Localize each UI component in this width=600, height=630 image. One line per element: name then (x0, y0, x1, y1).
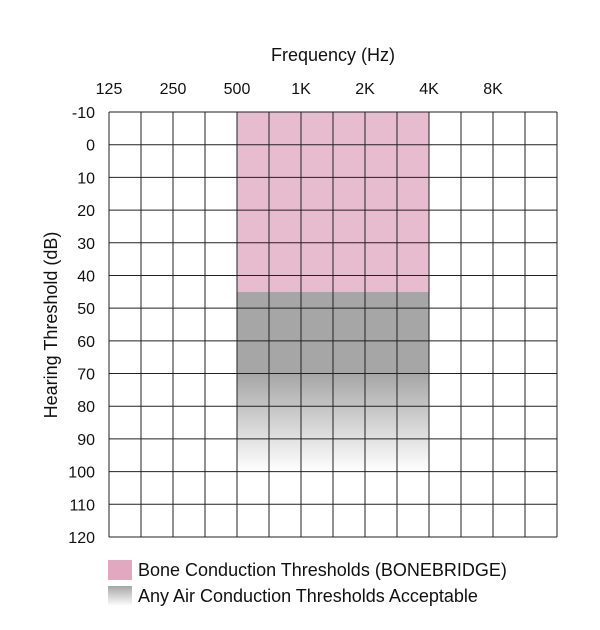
y-tick-labels: -10 0 10 20 30 40 50 60 70 80 90 100 110 120 (68, 105, 95, 547)
x-tick-label: 250 (160, 81, 187, 98)
legend-label-air-conduction: Any Air Conduction Thresholds Acceptable (138, 585, 478, 606)
x-tick-label: 1K (291, 81, 311, 98)
y-tick-label: 80 (77, 399, 95, 416)
y-tick-label: 60 (77, 334, 95, 351)
legend-swatch-air-conduction (108, 586, 132, 606)
chart-grid (108, 111, 558, 538)
legend-label-bone-conduction: Bone Conduction Thresholds (BONEBRIDGE) (138, 559, 507, 580)
legend-item-air-conduction: Any Air Conduction Thresholds Acceptable (108, 583, 507, 609)
legend: Bone Conduction Thresholds (BONEBRIDGE) … (108, 557, 507, 609)
y-tick-label: 70 (77, 367, 95, 384)
y-tick-label: 100 (68, 465, 95, 482)
y-tick-label: 40 (77, 268, 95, 285)
y-tick-label: 120 (68, 530, 95, 547)
legend-item-bone-conduction: Bone Conduction Thresholds (BONEBRIDGE) (108, 557, 507, 583)
x-tick-label: 8K (483, 81, 503, 98)
x-tick-label: 500 (224, 81, 251, 98)
y-tick-label: 20 (77, 203, 95, 220)
x-tick-label: 125 (96, 81, 123, 98)
y-tick-label: 90 (77, 432, 95, 449)
x-axis-title: Frequency (Hz) (271, 45, 395, 65)
y-tick-label: 110 (69, 497, 95, 514)
x-tick-labels: 125 250 500 1K 2K 4K 8K (96, 81, 503, 98)
x-tick-label: 4K (419, 81, 439, 98)
y-tick-label: -10 (72, 105, 95, 122)
y-tick-label: 0 (86, 138, 95, 155)
legend-swatch-bone-conduction (108, 560, 132, 580)
y-tick-label: 50 (77, 301, 95, 318)
y-tick-label: 10 (77, 170, 95, 187)
x-tick-label: 2K (355, 81, 375, 98)
y-axis-title: Hearing Threshold (dB) (41, 232, 61, 419)
y-tick-label: 30 (77, 236, 95, 253)
